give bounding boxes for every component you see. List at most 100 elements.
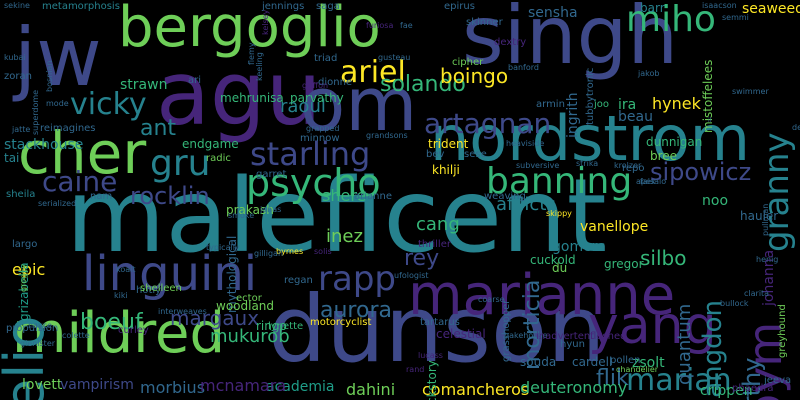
word: skinner	[466, 17, 503, 28]
word: woodland	[216, 299, 275, 313]
word: smoke	[228, 211, 255, 220]
word: artagnan	[424, 107, 552, 140]
word: endgame	[182, 137, 239, 151]
word: groggy	[19, 264, 28, 292]
word: serialized	[38, 199, 77, 208]
word: saga	[316, 1, 340, 12]
word: yang	[588, 296, 717, 356]
word: ingrith	[565, 92, 581, 138]
word: byrnes	[276, 247, 304, 256]
word: kelsey	[261, 9, 270, 35]
word: delf	[792, 123, 800, 132]
word: bree	[650, 149, 678, 163]
word: beau	[618, 109, 653, 125]
word: dunson	[268, 276, 606, 383]
word: boingo	[440, 64, 509, 88]
word: mehrunisa	[220, 91, 284, 105]
word: noo	[702, 193, 729, 209]
word: henig	[756, 255, 779, 264]
word: nordstrom	[430, 102, 751, 175]
word: thriller	[418, 239, 451, 250]
word: phaedra	[732, 383, 774, 394]
word: singh	[462, 0, 679, 82]
word: ira	[618, 97, 637, 113]
word: typically	[206, 243, 240, 252]
word: ant	[140, 116, 177, 141]
word: swimmer	[732, 87, 769, 96]
word: aurora	[320, 298, 392, 323]
word: cang	[416, 214, 460, 235]
word: quantum	[674, 303, 695, 385]
word: stackhouse	[4, 137, 84, 153]
word: academia	[266, 379, 335, 395]
word: rey	[404, 246, 440, 271]
word: afflicts	[496, 194, 556, 215]
word: motorcyclist	[310, 317, 372, 328]
word: mcnamara	[200, 376, 287, 395]
word: marianne	[408, 263, 676, 328]
word: ector	[236, 293, 262, 304]
word: zoran	[4, 71, 32, 82]
word: interweaves	[158, 307, 207, 316]
word: bergoglio	[118, 0, 381, 60]
word: raoul	[280, 96, 326, 117]
word: bakehouse	[504, 331, 548, 340]
word: tai	[4, 151, 20, 165]
word: hyun	[560, 339, 585, 350]
word: parvathy	[290, 91, 344, 105]
word: mukurob	[210, 326, 290, 347]
word: gregor	[604, 257, 644, 271]
word: tartarus	[420, 317, 460, 328]
word: crippen	[700, 383, 753, 399]
word: vanellope	[580, 219, 649, 235]
word: gusteau	[378, 53, 411, 62]
word: morbius	[140, 378, 206, 397]
word: pullman	[761, 203, 770, 236]
word: sheila	[6, 189, 36, 200]
word: bosnian	[45, 60, 54, 92]
word: ari	[188, 75, 202, 86]
word: isaacson	[702, 1, 737, 10]
word: bev	[426, 149, 445, 160]
word: coarse	[478, 295, 505, 304]
word: barr	[640, 1, 665, 15]
word: curley	[118, 325, 149, 336]
word: strika	[576, 159, 599, 168]
word: fae	[400, 21, 413, 30]
word: dahini	[346, 380, 396, 399]
word: grandsons	[366, 131, 408, 140]
word: margaux	[170, 306, 260, 330]
word: subversive	[516, 161, 560, 170]
word: nayce	[28, 321, 53, 330]
word: inez	[326, 226, 363, 247]
word: vicky	[70, 87, 147, 122]
word: ringo	[256, 319, 287, 333]
word: starling	[250, 135, 371, 173]
word: dextry	[494, 37, 527, 48]
word: garret	[256, 169, 287, 180]
word: celestial	[436, 327, 486, 341]
word: ariel	[340, 55, 406, 90]
word: largo	[12, 239, 38, 250]
word: koalt	[116, 265, 136, 274]
word: linguini	[82, 246, 258, 302]
word: vampirism	[60, 377, 134, 393]
word: nam	[90, 191, 113, 202]
word: boeuf	[80, 310, 143, 335]
word: apex	[636, 177, 656, 186]
word: lovett	[22, 377, 63, 393]
word: kiki	[114, 291, 128, 300]
word: lucass	[418, 351, 443, 360]
word: sipowicz	[650, 158, 752, 186]
word: superdome	[31, 89, 40, 135]
word: jennings	[262, 1, 305, 12]
word: armin	[536, 99, 565, 110]
word: caine	[42, 165, 118, 198]
word: flemy	[247, 42, 256, 66]
word: hauler	[740, 209, 779, 223]
word: propulsion	[6, 323, 59, 334]
word: cipher	[452, 57, 484, 68]
word: weaving	[484, 191, 526, 202]
word: regan	[284, 275, 313, 286]
word: glenister	[20, 339, 56, 348]
